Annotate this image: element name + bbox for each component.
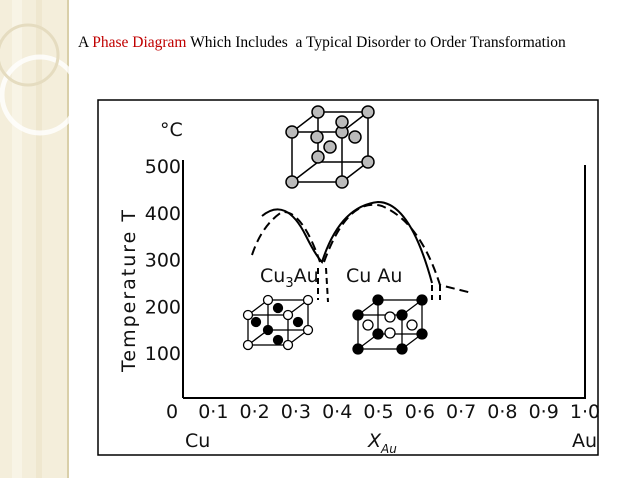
left-element: Cu — [185, 430, 210, 452]
right-element: Au — [572, 430, 597, 452]
title-prefix: A — [78, 34, 92, 51]
crystal-disordered — [285, 105, 375, 189]
x-tick-label: 1·0 — [570, 401, 600, 423]
x-symbol: X — [367, 430, 382, 452]
phase-label: Cu Au — [346, 265, 402, 287]
x-tick-label: 0·2 — [239, 401, 269, 423]
slide-title: A Phase Diagram Which Includes a Typical… — [78, 34, 566, 51]
y-tick-label: 100 — [145, 343, 181, 365]
x-tick-label: 0·8 — [487, 401, 517, 423]
y-tick-label: 400 — [145, 203, 181, 225]
phase-boundaries — [251, 200, 473, 303]
phase-diagram: °C Temperature T Cu Au XAu Cu3Au Cu Au — [97, 99, 600, 456]
title-highlight: Phase Diagram — [92, 34, 186, 51]
y-tick-label: 300 — [145, 250, 181, 272]
x-subscript: Au — [380, 442, 397, 456]
x-tick-label: 0·1 — [198, 401, 228, 423]
crystal-cu3au — [242, 294, 314, 351]
x-tick-label: 0·5 — [363, 401, 393, 423]
x-tick-label: 0·9 — [529, 401, 559, 423]
x-tick-label: 0·6 — [405, 401, 435, 423]
phase1-base: Cu — [260, 265, 285, 287]
y-axis-label: Temperature T — [118, 208, 140, 373]
title-suffix: Which Includes a Typical Disorder to Ord… — [186, 34, 566, 51]
phase1-rest: Au — [294, 265, 319, 287]
y-tick-label: 500 — [145, 156, 181, 178]
x-tick-label: 0·3 — [281, 401, 311, 423]
crystal-cuau — [352, 294, 428, 355]
y-tick-label: 200 — [145, 296, 181, 318]
side-decoration — [0, 0, 81, 478]
x-tick-label: 0·4 — [322, 401, 352, 423]
phase-label: Cu3Au — [260, 265, 319, 291]
x-tick-label: 0 — [166, 401, 178, 423]
x-axis-label: XAu — [367, 430, 397, 456]
phase1-sub: 3 — [285, 276, 293, 291]
x-tick-label: 0·7 — [446, 401, 476, 423]
y-unit: °C — [160, 119, 183, 141]
